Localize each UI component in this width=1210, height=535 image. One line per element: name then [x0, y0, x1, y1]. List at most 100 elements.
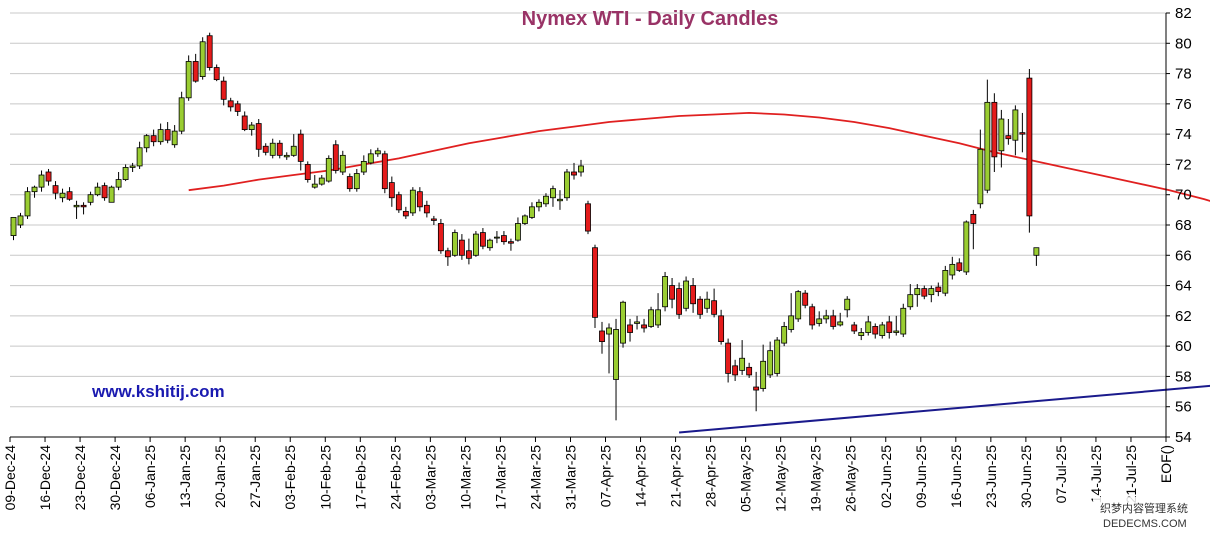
- candle: [444, 247, 451, 266]
- candle-body: [339, 154, 346, 173]
- candle-body: [444, 250, 451, 258]
- candle: [669, 278, 675, 309]
- candle-body: [143, 135, 150, 149]
- candle: [690, 278, 697, 313]
- candle-body: [1033, 247, 1040, 256]
- candle-body: [409, 189, 416, 214]
- candle-body: [844, 298, 851, 311]
- candle: [395, 191, 402, 213]
- candle: [52, 181, 59, 200]
- candle: [143, 134, 150, 153]
- candle-body: [662, 276, 668, 308]
- candle-body: [697, 298, 704, 315]
- x-tick-label-5: 13-Jan-25: [177, 445, 193, 508]
- candle-body: [297, 133, 304, 162]
- candle-body: [935, 286, 942, 293]
- candle-body: [31, 186, 38, 193]
- candle-body: [928, 288, 935, 296]
- candle: [907, 284, 914, 310]
- candle: [998, 109, 1005, 168]
- candle: [479, 228, 486, 250]
- candle-body: [24, 191, 31, 217]
- candle: [45, 168, 52, 186]
- candle-body: [325, 157, 332, 182]
- candle-body: [529, 206, 535, 218]
- x-tick-label-11: 24-Feb-25: [387, 445, 403, 510]
- candle: [767, 341, 774, 378]
- candle-body: [381, 153, 388, 190]
- candle-body: [423, 204, 430, 214]
- candle-body: [206, 35, 213, 68]
- candle: [178, 91, 185, 135]
- x-tick-label-2: 23-Dec-24: [72, 445, 88, 511]
- candle-body: [1012, 109, 1019, 141]
- candle: [94, 182, 101, 197]
- x-tick-label-4: 06-Jan-25: [142, 445, 158, 508]
- x-tick-label-13: 10-Mar-25: [457, 445, 473, 510]
- candle: [332, 140, 339, 174]
- candle: [865, 315, 872, 336]
- candle-body: [592, 247, 598, 318]
- candle-body: [136, 147, 143, 167]
- candle: [437, 218, 444, 254]
- candle-body: [10, 217, 17, 237]
- candle: [921, 285, 928, 300]
- candle: [115, 172, 122, 191]
- candle: [227, 97, 234, 112]
- candle-body: [893, 330, 900, 333]
- candle: [66, 187, 73, 201]
- candle-body: [290, 145, 297, 156]
- x-tick-label-18: 14-Apr-25: [633, 445, 649, 507]
- candle: [571, 162, 577, 180]
- candle: [774, 337, 781, 377]
- candle-body: [508, 241, 514, 244]
- candle: [150, 129, 157, 147]
- candle-body: [984, 101, 991, 191]
- chart-title: Nymex WTI - Daily Candles: [522, 8, 779, 30]
- candle: [529, 202, 535, 219]
- candle: [241, 111, 248, 132]
- candle: [620, 300, 626, 348]
- candle-body: [949, 263, 956, 276]
- candle-body: [101, 185, 108, 199]
- x-tick-label-23: 19-May-25: [808, 445, 824, 512]
- candle: [388, 176, 395, 207]
- candle: [949, 256, 956, 280]
- candle-body: [774, 339, 781, 374]
- x-tick-label-27: 16-Jun-25: [948, 445, 964, 508]
- trendlines-layer: [678, 384, 1210, 434]
- x-tick-label-32: 21-Jul-25: [1123, 445, 1139, 504]
- candle-body: [963, 221, 970, 273]
- y-axis-labels: 54 56 58 60 62 64 66 68 70 72 74 76 78 80 82: [1166, 5, 1192, 446]
- candle-body: [178, 97, 185, 132]
- candle: [486, 238, 493, 251]
- x-tick-label-9: 10-Feb-25: [317, 445, 333, 510]
- candle-body: [795, 291, 802, 320]
- candle: [129, 162, 136, 172]
- candle-body: [59, 192, 66, 199]
- website-watermark: www.kshitij.com: [91, 382, 225, 401]
- x-tick-label-20: 28-Apr-25: [703, 445, 719, 507]
- y-tick-label-56: 56: [1175, 399, 1192, 416]
- candle-body: [395, 194, 402, 211]
- x-tick-label-14: 17-Mar-25: [492, 445, 508, 510]
- x-tick-label-19: 21-Apr-25: [668, 445, 684, 507]
- candle-body: [613, 329, 619, 380]
- candle: [157, 123, 164, 145]
- y-tick-label-62: 62: [1175, 308, 1192, 325]
- candle: [508, 238, 514, 251]
- candle-body: [550, 188, 556, 199]
- candle: [704, 291, 711, 313]
- candle-body: [690, 285, 697, 305]
- candle-body: [472, 233, 479, 256]
- candle-body: [788, 315, 795, 330]
- candle-body: [571, 171, 577, 176]
- candle: [171, 125, 178, 148]
- candle-body: [648, 309, 654, 327]
- candle: [416, 187, 423, 212]
- candle-body: [388, 182, 395, 199]
- candle-body: [634, 321, 640, 324]
- candle: [655, 293, 661, 328]
- candle-body: [430, 218, 437, 221]
- candle-body: [578, 165, 584, 173]
